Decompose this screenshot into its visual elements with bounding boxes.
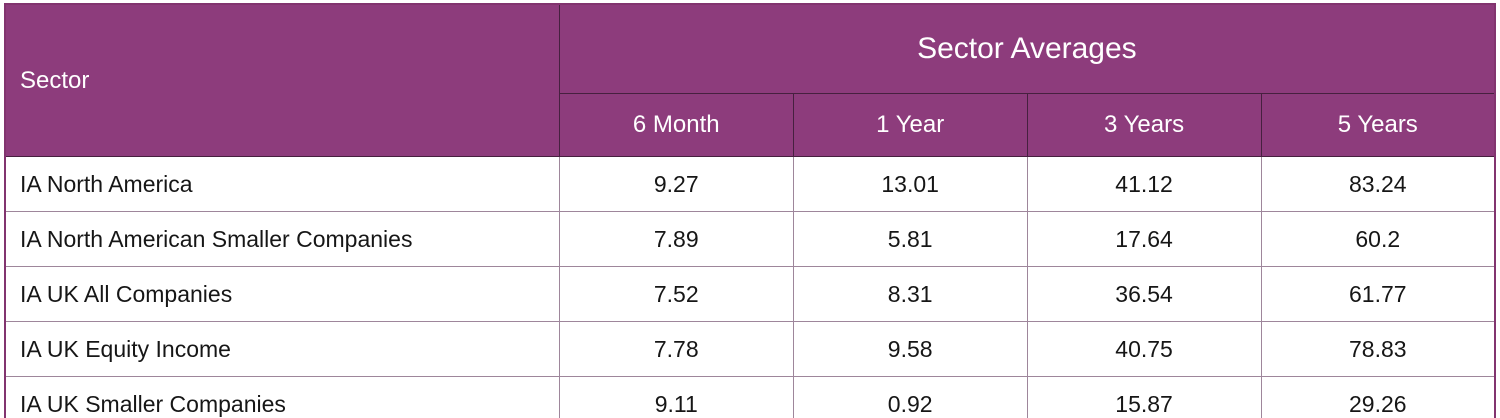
table-row: IA UK All Companies 7.52 8.31 36.54 61.7… <box>3 266 1496 322</box>
value-cell: 0.92 <box>792 376 1028 418</box>
value-cell: 7.89 <box>558 211 794 267</box>
column-header-6-month: 6 Month <box>558 93 794 157</box>
value-cell: 17.64 <box>1026 211 1262 267</box>
sector-cell: IA North American Smaller Companies <box>3 211 560 267</box>
value-cell: 9.58 <box>792 321 1028 377</box>
table-row: IA UK Equity Income 7.78 9.58 40.75 78.8… <box>3 321 1496 377</box>
value-cell: 15.87 <box>1026 376 1262 418</box>
value-cell: 9.27 <box>558 156 794 212</box>
table-row: IA North America 9.27 13.01 41.12 83.24 <box>3 156 1496 212</box>
value-cell: 78.83 <box>1260 321 1496 377</box>
value-cell: 7.52 <box>558 266 794 322</box>
value-cell: 13.01 <box>792 156 1028 212</box>
table-row: IA North American Smaller Companies 7.89… <box>3 211 1496 267</box>
value-cell: 7.78 <box>558 321 794 377</box>
table-header: Sector Sector Averages 6 Month 1 Year 3 … <box>4 3 1496 157</box>
group-header-sector-averages: Sector Averages <box>558 3 1496 94</box>
value-cell: 83.24 <box>1260 156 1496 212</box>
table-body: IA North America 9.27 13.01 41.12 83.24 … <box>3 156 1496 418</box>
sector-cell: IA North America <box>3 156 560 212</box>
column-header-3-years: 3 Years <box>1026 93 1262 157</box>
sector-averages-table: Sector Sector Averages 6 Month 1 Year 3 … <box>3 3 1496 418</box>
column-header-5-years: 5 Years <box>1260 93 1496 157</box>
sector-cell: IA UK Smaller Companies <box>3 376 560 418</box>
sector-cell: IA UK All Companies <box>3 266 560 322</box>
value-cell: 41.12 <box>1026 156 1262 212</box>
value-cell: 61.77 <box>1260 266 1496 322</box>
value-cell: 40.75 <box>1026 321 1262 377</box>
value-cell: 36.54 <box>1026 266 1262 322</box>
column-header-1-year: 1 Year <box>792 93 1028 157</box>
value-cell: 5.81 <box>792 211 1028 267</box>
value-cell: 60.2 <box>1260 211 1496 267</box>
value-cell: 9.11 <box>558 376 794 418</box>
column-header-sector: Sector <box>4 3 560 157</box>
value-cell: 29.26 <box>1260 376 1496 418</box>
table-row: IA UK Smaller Companies 9.11 0.92 15.87 … <box>3 376 1496 418</box>
value-cell: 8.31 <box>792 266 1028 322</box>
sector-cell: IA UK Equity Income <box>3 321 560 377</box>
